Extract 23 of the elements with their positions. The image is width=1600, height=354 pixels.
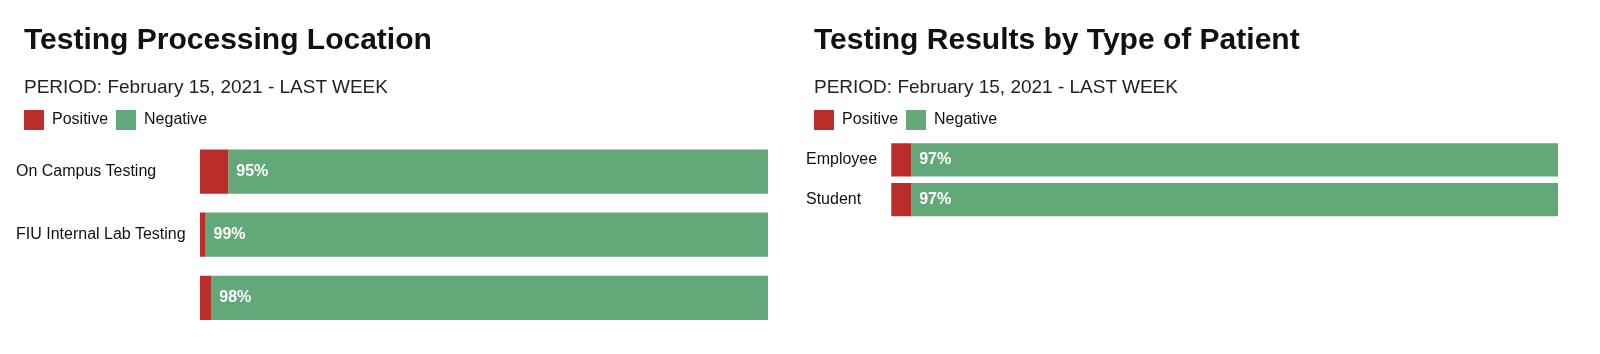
y-tick-label: Employee <box>806 150 878 168</box>
y-tick-label: FIU Internal Lab Testing <box>16 225 186 243</box>
bar <box>199 212 206 257</box>
bar <box>205 212 768 257</box>
y-tick-label: Student <box>806 189 862 207</box>
legend-label: Negative <box>144 110 208 128</box>
data-label: 98% <box>219 288 252 306</box>
bar <box>199 275 212 320</box>
data-label: 95% <box>236 161 269 179</box>
data-label: 97% <box>919 189 952 207</box>
bar <box>199 149 229 194</box>
data-label: 97% <box>919 150 952 168</box>
chart-subtitle: PERIOD: February 15, 2021 - LAST WEEK <box>24 76 389 99</box>
legend-label: Negative <box>934 110 998 128</box>
chart-title: Testing Processing Location <box>24 22 433 57</box>
legend-label: Positive <box>842 110 899 128</box>
chart-subtitle: PERIOD: February 15, 2021 - LAST WEEK <box>814 76 1179 99</box>
chart-title: Testing Results by Type of Patient <box>814 22 1301 57</box>
y-tick-label: On Campus Testing <box>16 161 157 179</box>
bar <box>228 149 768 194</box>
legend-label: Positive <box>52 110 109 128</box>
data-label: 99% <box>213 225 246 243</box>
bar <box>211 275 768 320</box>
